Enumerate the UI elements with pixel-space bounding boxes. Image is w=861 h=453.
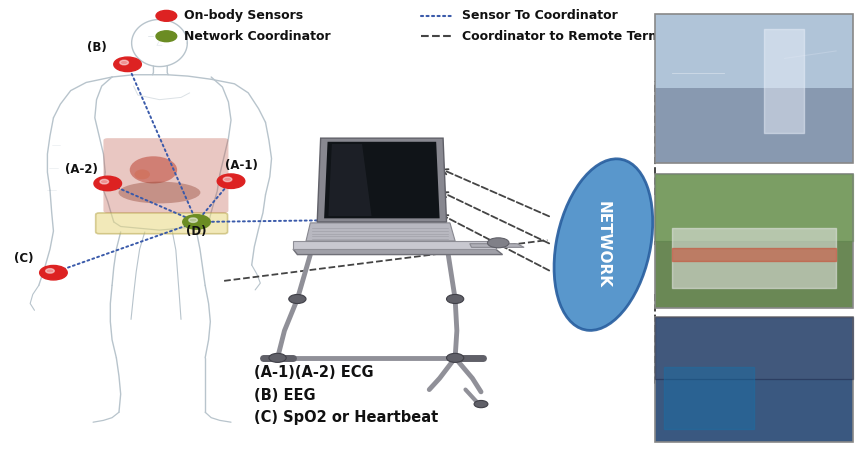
Polygon shape — [293, 249, 502, 255]
Text: Sensor To Coordinator: Sensor To Coordinator — [461, 10, 617, 22]
Circle shape — [269, 353, 286, 362]
Bar — [654, 88, 852, 163]
Bar — [654, 174, 852, 308]
Text: (A-1)(A-2) ECG: (A-1)(A-2) ECG — [254, 365, 374, 380]
Bar — [654, 379, 852, 442]
Ellipse shape — [134, 169, 150, 179]
Text: (D): (D) — [186, 225, 207, 237]
Circle shape — [288, 294, 306, 304]
FancyBboxPatch shape — [103, 138, 228, 213]
FancyBboxPatch shape — [96, 213, 227, 234]
Circle shape — [120, 60, 128, 65]
Text: On-body Sensors: On-body Sensors — [183, 10, 302, 22]
Text: (B): (B) — [87, 41, 106, 54]
Bar — [654, 14, 852, 163]
Circle shape — [189, 218, 197, 222]
Circle shape — [114, 57, 141, 72]
Text: (A-1): (A-1) — [225, 159, 257, 172]
Circle shape — [156, 10, 177, 21]
Polygon shape — [293, 241, 495, 249]
Circle shape — [474, 400, 487, 408]
Circle shape — [217, 174, 245, 188]
Circle shape — [94, 176, 121, 191]
Ellipse shape — [487, 238, 508, 248]
Text: Network Coordinator: Network Coordinator — [183, 30, 330, 43]
Circle shape — [446, 294, 463, 304]
Circle shape — [183, 215, 210, 229]
Text: Coordinator to Remote Terminal: Coordinator to Remote Terminal — [461, 30, 686, 43]
Circle shape — [446, 353, 463, 362]
Text: (A-2): (A-2) — [65, 164, 98, 176]
Circle shape — [156, 31, 177, 42]
Text: NETWORK: NETWORK — [595, 201, 610, 288]
Polygon shape — [469, 244, 523, 247]
Circle shape — [46, 269, 54, 273]
Bar — [654, 317, 852, 442]
Ellipse shape — [130, 156, 177, 183]
Circle shape — [100, 179, 108, 184]
Bar — [654, 14, 852, 88]
Polygon shape — [324, 142, 439, 218]
Bar — [654, 174, 852, 241]
Text: (C): (C) — [15, 252, 34, 265]
Ellipse shape — [118, 182, 200, 203]
Bar — [654, 317, 852, 380]
Text: (B) EEG: (B) EEG — [254, 387, 315, 403]
Polygon shape — [328, 144, 371, 216]
Circle shape — [40, 265, 67, 280]
Text: (C) SpO2 or Heartbeat: (C) SpO2 or Heartbeat — [254, 410, 438, 425]
Polygon shape — [317, 138, 446, 222]
Polygon shape — [306, 223, 455, 241]
Circle shape — [223, 177, 232, 182]
Ellipse shape — [554, 159, 652, 330]
Bar — [654, 241, 852, 308]
